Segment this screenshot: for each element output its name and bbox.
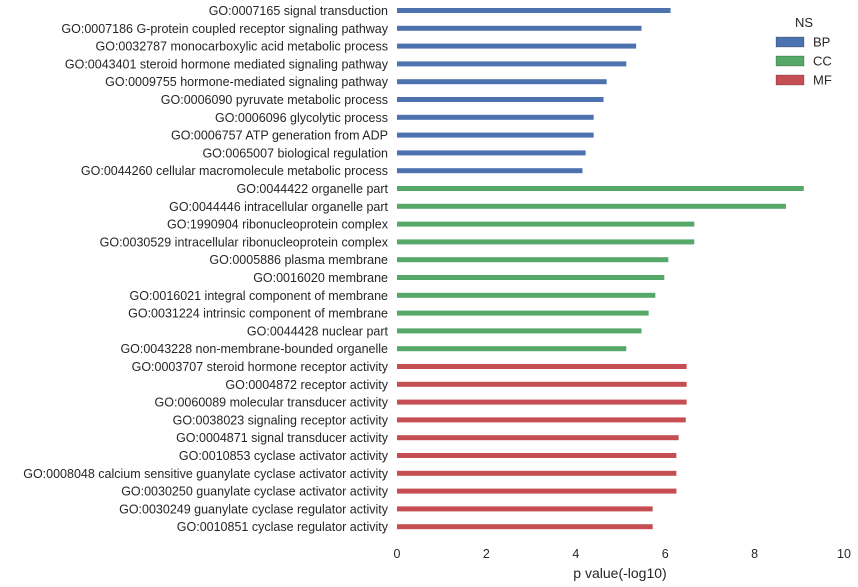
category-label: GO:0004872 receptor activity xyxy=(225,378,388,392)
legend-swatch-cc xyxy=(775,55,805,67)
bar-cc xyxy=(397,292,656,298)
category-label: GO:0030249 guanylate cyclase regulator a… xyxy=(119,502,389,516)
bar-bp xyxy=(397,97,604,102)
category-label: GO:0005886 plasma membrane xyxy=(209,253,388,267)
category-label: GO:0008048 calcium sensitive guanylate c… xyxy=(23,467,389,481)
legend-label-mf: MF xyxy=(813,73,832,88)
bar-mf xyxy=(397,524,653,530)
bar-bp xyxy=(397,150,586,156)
x-axis-ticks: 0 2 4 6 8 10 xyxy=(394,547,851,561)
category-label: GO:0007186 G-protein coupled receptor si… xyxy=(61,22,388,36)
category-label: GO:0031224 intrinsic component of membra… xyxy=(128,307,388,321)
bars-layer xyxy=(397,8,804,530)
x-tick-label: 2 xyxy=(483,547,490,561)
category-label: GO:0060089 molecular transducer activity xyxy=(155,396,389,410)
bar-mf xyxy=(397,364,687,369)
category-label: GO:0006757 ATP generation from ADP xyxy=(171,129,388,143)
bar-mf xyxy=(397,399,687,405)
bar-bp xyxy=(397,79,607,85)
category-label: GO:0043401 steroid hormone mediated sign… xyxy=(65,57,389,71)
legend-swatch-bp xyxy=(775,36,805,48)
bar-mf xyxy=(397,381,687,387)
legend-title: NS xyxy=(795,15,813,30)
category-label: GO:0044446 intracellular organelle part xyxy=(169,200,388,214)
category-label: GO:0016020 membrane xyxy=(253,271,388,285)
bar-mf xyxy=(397,453,677,458)
category-label: GO:0030529 intracellular ribonucleoprote… xyxy=(100,235,389,249)
category-label: GO:1990904 ribonucleoprotein complex xyxy=(167,218,389,232)
category-label: GO:0004871 signal transducer activity xyxy=(176,431,389,445)
bar-mf xyxy=(397,470,677,476)
bar-cc xyxy=(397,328,642,334)
x-tick-label: 10 xyxy=(837,547,851,561)
bar-bp xyxy=(397,43,637,49)
bar-cc xyxy=(397,275,665,280)
x-tick-label: 0 xyxy=(394,547,401,561)
category-label: GO:0016021 integral component of membran… xyxy=(130,289,389,303)
bar-cc xyxy=(397,203,786,209)
bar-bp xyxy=(397,25,642,31)
x-tick-label: 6 xyxy=(662,547,669,561)
bar-bp xyxy=(397,8,671,13)
bar-bp xyxy=(397,168,583,174)
legend-swatch-mf xyxy=(775,74,805,86)
x-tick-label: 4 xyxy=(572,547,579,561)
bar-mf xyxy=(397,506,653,512)
bar-cc xyxy=(397,239,695,245)
bar-bp xyxy=(397,132,594,138)
category-label: GO:0043228 non-membrane-bounded organell… xyxy=(120,342,388,356)
category-label: GO:0007165 signal transduction xyxy=(209,4,388,18)
category-label: GO:0003707 steroid hormone receptor acti… xyxy=(132,360,389,374)
bar-cc xyxy=(397,186,804,191)
bar-mf xyxy=(397,435,679,441)
bar-cc xyxy=(397,221,695,227)
bar-mf xyxy=(397,488,677,494)
x-axis-label: p value(-log10) xyxy=(573,565,666,581)
x-tick-label: 8 xyxy=(751,547,758,561)
category-label: GO:0010853 cyclase activator activity xyxy=(179,449,389,463)
bar-cc xyxy=(397,310,649,316)
bar-cc xyxy=(397,346,627,352)
category-label: GO:0044260 cellular macromolecule metabo… xyxy=(81,164,388,178)
category-label: GO:0010851 cyclase regulator activity xyxy=(177,520,389,534)
bar-bp xyxy=(397,61,627,67)
category-labels: GO:0007165 signal transduction GO:0007186… xyxy=(23,4,389,534)
legend: NS BP CC MF xyxy=(775,15,832,88)
category-label: GO:0030250 guanylate cyclase activator a… xyxy=(121,485,389,499)
category-label: GO:0044422 organelle part xyxy=(237,182,389,196)
category-label: GO:0009755 hormone-mediated signaling pa… xyxy=(105,75,389,89)
category-label: GO:0006090 pyruvate metabolic process xyxy=(161,93,388,107)
category-label: GO:0006096 glycolytic process xyxy=(215,111,388,125)
category-label: GO:0044428 nuclear part xyxy=(247,324,389,338)
bar-cc xyxy=(397,257,669,263)
bar-mf xyxy=(397,417,686,423)
category-label: GO:0065007 biological regulation xyxy=(202,146,388,160)
category-label: GO:0038023 signaling receptor activity xyxy=(173,413,389,427)
legend-label-cc: CC xyxy=(813,54,832,69)
bar-bp xyxy=(397,114,594,120)
legend-label-bp: BP xyxy=(813,35,830,50)
category-label: GO:0032787 monocarboxylic acid metabolic… xyxy=(95,40,388,54)
